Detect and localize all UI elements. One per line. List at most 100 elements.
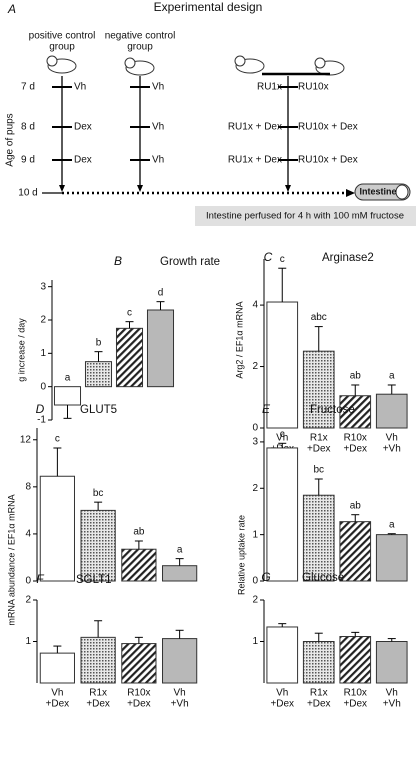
bar bbox=[115, 327, 144, 388]
y-tick-label: 1 bbox=[252, 636, 258, 647]
x-tick-label: R10x bbox=[344, 433, 367, 444]
x-tick-label: Vh bbox=[386, 433, 398, 444]
y-tick-label: 1 bbox=[40, 348, 46, 359]
y-tick-label: 3 bbox=[252, 437, 258, 448]
bar bbox=[121, 643, 157, 684]
significance-letter: c bbox=[55, 434, 60, 445]
bar bbox=[375, 534, 408, 582]
bar bbox=[375, 641, 408, 684]
diagram-title: Experimental design bbox=[154, 0, 263, 14]
y-tick-label: 4 bbox=[252, 300, 258, 311]
bar bbox=[302, 641, 335, 684]
bar bbox=[266, 626, 299, 684]
treatment: Vh bbox=[152, 122, 164, 133]
day-label: 7 d bbox=[21, 82, 35, 93]
panel-letter: E bbox=[262, 402, 271, 416]
x-tick-label: R10x bbox=[127, 688, 150, 699]
treatment: Dex bbox=[74, 155, 92, 166]
group-label: group bbox=[127, 42, 153, 53]
significance-letter: a bbox=[177, 544, 183, 555]
y-tick-label: 2 bbox=[25, 595, 31, 606]
significance-letter: bc bbox=[313, 465, 324, 476]
group-label: positive control bbox=[29, 31, 96, 42]
bar bbox=[339, 395, 372, 429]
significance-letter: ab bbox=[350, 500, 362, 511]
group-label: negative control bbox=[105, 31, 176, 42]
bar bbox=[162, 638, 198, 684]
x-tick-label: +Dex bbox=[307, 444, 331, 455]
bar bbox=[266, 301, 299, 429]
x-tick-label: R1x bbox=[310, 433, 328, 444]
chart-title: SGLT1 bbox=[76, 574, 112, 586]
rats bbox=[46, 55, 345, 76]
panel-letter: A bbox=[7, 2, 16, 16]
panel-letter: C bbox=[264, 250, 273, 264]
significance-letter: abc bbox=[311, 312, 327, 323]
bar bbox=[302, 350, 335, 429]
significance-letter: a bbox=[65, 372, 71, 383]
intestine-end bbox=[395, 184, 409, 200]
significance-letter: ab bbox=[350, 371, 362, 382]
group-label: group bbox=[49, 42, 75, 53]
y-tick-label: 4 bbox=[25, 529, 31, 540]
chart-title: Fructose bbox=[310, 404, 355, 416]
arrow-head bbox=[59, 185, 65, 192]
treatment: RU10x + Dex bbox=[298, 155, 358, 166]
significance-letter: b bbox=[96, 337, 102, 348]
panel-letter: D bbox=[36, 402, 45, 416]
bar bbox=[80, 636, 116, 684]
bar bbox=[375, 393, 408, 429]
x-tick-label: +Dex bbox=[343, 444, 367, 455]
x-tick-label: Vh bbox=[174, 688, 186, 699]
y-tick-label: 0 bbox=[25, 576, 31, 587]
significance-letter: bc bbox=[93, 488, 104, 499]
x-tick-label: Vh bbox=[51, 688, 63, 699]
treatment: RU1x + Dex bbox=[228, 122, 282, 133]
arrow-head bbox=[346, 189, 355, 197]
x-tick-label: R1x bbox=[310, 688, 328, 699]
treatment: Vh bbox=[152, 155, 164, 166]
x-tick-label: Vh bbox=[386, 688, 398, 699]
significance-letter: ab bbox=[133, 527, 145, 538]
treatment: Vh bbox=[152, 82, 164, 93]
y-tick-label: 0 bbox=[40, 381, 46, 392]
chart-title: Glucose bbox=[302, 572, 344, 584]
y-axis-label: Age of pups bbox=[5, 113, 16, 166]
note-box bbox=[195, 206, 416, 226]
y-tick-label: 0 bbox=[252, 576, 258, 587]
day-label: 10 d bbox=[18, 188, 37, 199]
bar bbox=[146, 309, 175, 388]
significance-letter: c bbox=[280, 254, 285, 265]
bar bbox=[302, 494, 335, 582]
bar bbox=[80, 509, 116, 582]
x-tick-label: +Dex bbox=[307, 699, 331, 710]
bar bbox=[53, 386, 82, 406]
y-axis-label: g increase / day bbox=[16, 318, 26, 382]
panel-letter: G bbox=[261, 570, 270, 584]
y-tick-label: 2 bbox=[252, 595, 258, 606]
bar bbox=[121, 548, 157, 582]
treatment: Dex bbox=[74, 122, 92, 133]
x-tick-label: R10x bbox=[344, 688, 367, 699]
bar bbox=[39, 475, 75, 582]
treatment: RU1x bbox=[257, 82, 282, 93]
x-tick-label: +Vh bbox=[171, 699, 189, 710]
x-tick-label: Vh bbox=[276, 433, 288, 444]
arrow-head bbox=[285, 185, 291, 192]
bar bbox=[162, 565, 198, 582]
y-tick-label: 1 bbox=[252, 529, 258, 540]
x-tick-label: +Dex bbox=[46, 699, 70, 710]
x-tick-label: +Dex bbox=[270, 699, 294, 710]
y-tick-label: 3 bbox=[40, 281, 46, 292]
endpoint: Intestine bbox=[359, 186, 396, 196]
panel-letter: F bbox=[36, 572, 44, 586]
y-axis-label: Relative uptake rate bbox=[236, 515, 246, 595]
chart-title: Growth rate bbox=[160, 256, 220, 268]
y-tick-label: -1 bbox=[37, 415, 46, 426]
y-tick-label: 2 bbox=[40, 315, 46, 326]
y-axis-label: Arg2 / EF1α mRNA bbox=[234, 301, 244, 378]
intestine bbox=[354, 183, 411, 201]
x-tick-label: +Dex bbox=[343, 699, 367, 710]
y-tick-label: 1 bbox=[25, 636, 31, 647]
arrow-head bbox=[137, 185, 143, 192]
